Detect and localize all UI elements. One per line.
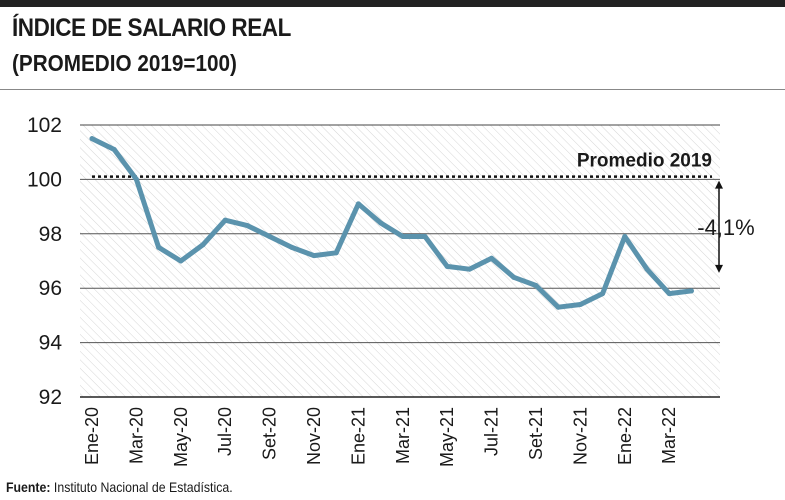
y-tick-label: 94 bbox=[39, 332, 63, 355]
x-tick-label: Ene-22 bbox=[615, 407, 635, 465]
data-point bbox=[289, 244, 295, 250]
data-point bbox=[333, 250, 339, 256]
source-note: Fuente: Instituto Nacional de Estadístic… bbox=[6, 479, 233, 495]
x-tick-label: Mar-21 bbox=[393, 407, 413, 464]
data-point bbox=[111, 146, 117, 152]
x-tick-label: Set-20 bbox=[260, 407, 280, 460]
data-point bbox=[311, 253, 317, 259]
reference-line-label: Promedio 2019 bbox=[577, 151, 712, 172]
data-point bbox=[577, 302, 583, 308]
data-point bbox=[622, 234, 628, 240]
y-tick-label: 100 bbox=[27, 168, 62, 191]
chart-subtitle: (PROMEDIO 2019=100) bbox=[12, 50, 237, 76]
data-point bbox=[244, 223, 250, 229]
data-point bbox=[688, 288, 694, 294]
y-tick-label: 92 bbox=[39, 386, 62, 409]
x-tick-label: May-20 bbox=[171, 407, 191, 467]
source-label: Fuente: bbox=[6, 479, 51, 495]
x-tick-labels: Ene-20 Mar-20 May-20 Jul-20 Set-20 Nov-20 Ene-… bbox=[82, 407, 679, 467]
data-point bbox=[600, 291, 606, 297]
x-tick-label: Jul-20 bbox=[215, 407, 235, 456]
x-tick-label: May-21 bbox=[437, 407, 457, 467]
data-point bbox=[644, 266, 650, 272]
x-tick-label: Nov-20 bbox=[304, 407, 324, 465]
x-tick-label: Set-21 bbox=[526, 407, 546, 460]
data-point bbox=[511, 274, 517, 280]
data-point bbox=[267, 234, 273, 240]
source-text: Instituto Nacional de Estadística. bbox=[53, 479, 233, 495]
data-points bbox=[89, 136, 694, 310]
chart-title: ÍNDICE DE SALARIO REAL bbox=[12, 14, 291, 42]
data-point bbox=[422, 234, 428, 240]
top-bar bbox=[0, 0, 785, 7]
data-point bbox=[133, 176, 139, 182]
data-point bbox=[533, 282, 539, 288]
x-tick-label: Mar-20 bbox=[126, 407, 146, 464]
x-tick-label: Ene-21 bbox=[348, 407, 368, 465]
delta-arrow-head-top bbox=[715, 180, 723, 189]
data-point bbox=[444, 263, 450, 269]
x-tick-label: Mar-22 bbox=[659, 407, 679, 464]
y-tick-labels: 92 94 96 98 100 102 bbox=[27, 114, 62, 409]
x-tick-label: Nov-21 bbox=[570, 407, 590, 465]
data-point bbox=[156, 244, 162, 250]
y-tick-label: 98 bbox=[39, 223, 62, 246]
delta-arrow-head-bottom bbox=[715, 264, 723, 273]
data-point bbox=[222, 217, 228, 223]
x-tick-label: Ene-20 bbox=[82, 407, 102, 465]
data-point bbox=[466, 266, 472, 272]
data-point bbox=[489, 255, 495, 261]
data-point bbox=[378, 220, 384, 226]
data-point bbox=[200, 242, 206, 248]
data-point bbox=[178, 258, 184, 264]
header-divider bbox=[0, 89, 785, 90]
data-point bbox=[666, 291, 672, 297]
data-point bbox=[89, 136, 95, 142]
y-tick-label: 96 bbox=[39, 277, 62, 300]
series-line bbox=[89, 136, 694, 310]
data-point bbox=[400, 234, 406, 240]
x-tick-label: Jul-21 bbox=[482, 407, 502, 456]
y-tick-label: 102 bbox=[27, 114, 62, 137]
delta-label: -4,1% bbox=[697, 215, 754, 240]
data-point bbox=[555, 304, 561, 310]
line-chart: 92 94 96 98 100 102 Ene-20 Mar-20 May-20 Jul-20 S… bbox=[27, 114, 755, 467]
data-point bbox=[355, 201, 361, 207]
delta-annotation: -4,1% bbox=[697, 180, 755, 273]
